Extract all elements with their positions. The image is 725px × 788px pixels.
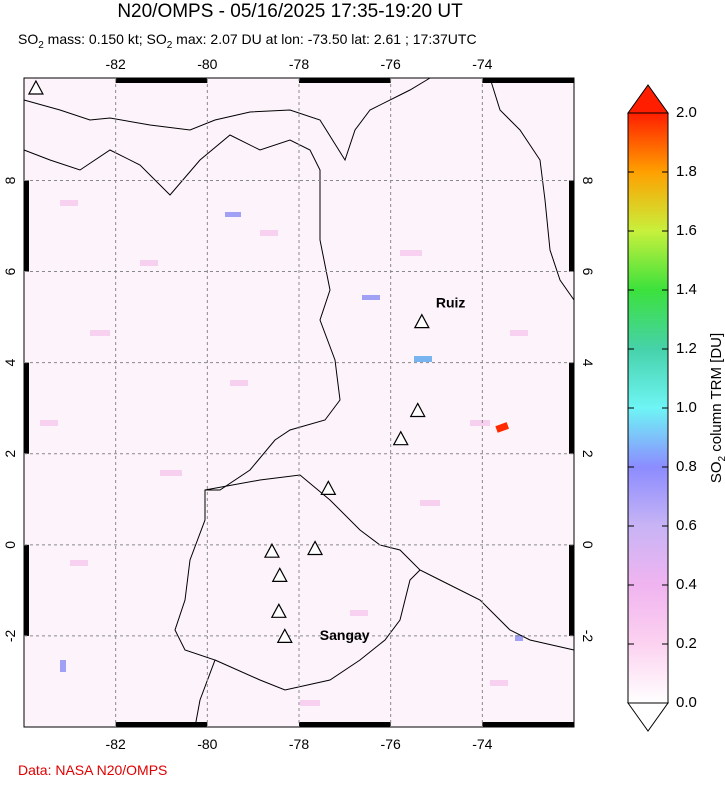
y-tick-label: 2 (580, 450, 596, 458)
x-tick-label: -80 (197, 736, 217, 752)
frame-band (115, 78, 208, 83)
frame-band (569, 362, 574, 454)
x-tick-label: -76 (381, 56, 401, 72)
y-tick-label: 6 (580, 268, 596, 276)
y-tick-label: 6 (2, 267, 18, 275)
x-tick-label: -78 (289, 736, 309, 752)
frame-band (299, 722, 391, 727)
colorbar-tick-label: 1.8 (676, 163, 697, 180)
volcano-marker (413, 313, 430, 329)
volcano-marker (263, 542, 280, 558)
volcano-marker (320, 480, 337, 495)
x-tick-label: -76 (381, 736, 401, 752)
x-tick-label: -80 (197, 56, 217, 72)
colorbar-tick-label: 1.4 (676, 281, 697, 298)
colorbar-arrow-top (627, 84, 669, 114)
frame-band (482, 78, 574, 83)
x-tick-label: -74 (472, 736, 492, 752)
so2-pixel (414, 356, 432, 362)
volcano-marker (392, 430, 409, 446)
text-part: mass: 0.150 kt; SO (44, 31, 167, 47)
frame-band (24, 544, 29, 636)
colorbar-tick-label: 0.4 (676, 576, 697, 593)
frame-band (482, 722, 574, 727)
y-tick-label: 4 (580, 359, 596, 367)
volcano-label: Sangay (320, 627, 370, 643)
frame-band (299, 78, 391, 83)
volcano-marker (276, 628, 293, 643)
coastlines (23, 77, 575, 728)
text-part: column TRM [DU] (708, 333, 725, 456)
y-tick-label: 4 (2, 359, 18, 367)
colorbar-tick-label: 1.0 (676, 399, 697, 416)
x-tick-label: -82 (106, 736, 126, 752)
so2-max-pixel (495, 422, 510, 433)
colorbar-tick-label: 0.6 (676, 517, 697, 534)
colorbar-tick-label: 0.2 (676, 635, 697, 652)
frame-band (24, 362, 29, 454)
colorbar-label: SO2 column TRM [DU] (708, 333, 725, 483)
colorbar-arrow-bottom (627, 702, 669, 732)
subscript: 2 (717, 455, 725, 461)
frame-band (569, 180, 574, 272)
x-tick-label: -78 (289, 56, 309, 72)
y-tick-label: 2 (2, 450, 18, 458)
text-part: SO (18, 31, 38, 47)
volcano-label: Ruiz (436, 294, 466, 310)
x-tick-label: -82 (106, 56, 126, 72)
y-tick-label: 0 (2, 541, 18, 549)
y-tick-label: -2 (580, 630, 596, 643)
volcano-marker (409, 402, 426, 418)
frame-band (115, 722, 208, 727)
credit: Data: NASA N20/OMPS (18, 762, 167, 778)
so2-noise-blue (60, 212, 523, 672)
subscript: 2 (38, 40, 44, 51)
so2-noise (40, 200, 528, 706)
y-tick-label: -2 (2, 629, 18, 642)
volcano-marker (270, 603, 287, 618)
subscript: 2 (167, 40, 173, 51)
colorbar-tick-label: 0.0 (676, 694, 697, 711)
text-part: max: 2.07 DU at lon: -73.50 lat: 2.61 ; … (172, 31, 476, 47)
colorbar-tick-label: 0.8 (676, 458, 697, 475)
volcano-marker (27, 79, 44, 95)
frame-band (24, 180, 29, 272)
volcano-marker (307, 540, 324, 556)
subtitle: SO2 mass: 0.150 kt; SO2 max: 2.07 DU at … (18, 31, 477, 51)
volcano-marker (271, 567, 288, 582)
y-tick-label: 8 (580, 177, 596, 185)
colorbar-tick-label: 1.2 (676, 340, 697, 357)
colorbar-tick-label: 1.6 (676, 222, 697, 239)
x-tick-label: -74 (472, 56, 492, 72)
y-tick-label: 8 (2, 176, 18, 184)
title: N20/OMPS - 05/16/2025 17:35-19:20 UT (117, 1, 463, 22)
y-tick-label: 0 (580, 541, 596, 549)
colorbar-tick-label: 2.0 (676, 104, 697, 121)
text-part: SO (708, 461, 725, 483)
frame-band (569, 544, 574, 636)
